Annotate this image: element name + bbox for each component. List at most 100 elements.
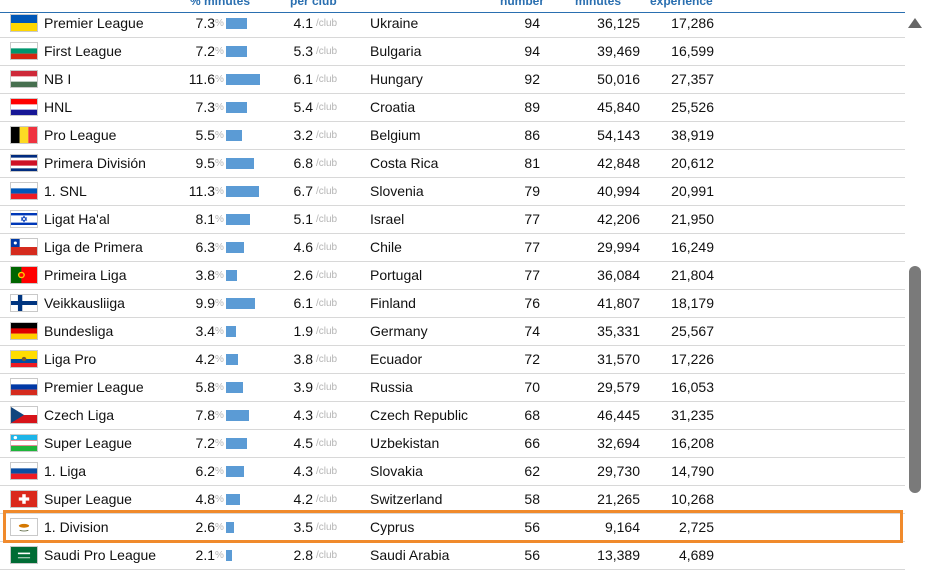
- league-name[interactable]: Ligat Ha'al: [44, 211, 110, 227]
- per-club-value: 1.9: [293, 323, 313, 339]
- per-club-value: 6.7: [293, 183, 313, 199]
- per-club-unit: /club: [316, 74, 338, 85]
- table-row[interactable]: Super League 7.2% 4.5/club Uzbekistan 66 32,6…: [0, 430, 905, 458]
- minutes-total: 13,389: [597, 547, 640, 563]
- league-name[interactable]: Bundesliga: [44, 323, 114, 339]
- per-club-value: 4.3: [293, 407, 313, 423]
- league-name[interactable]: Liga Pro: [44, 351, 97, 367]
- minutes-percent: 5.5: [195, 127, 215, 143]
- table-row[interactable]: Premier League 7.3% 4.1/club Ukraine 94 36,12…: [0, 10, 905, 38]
- experience-value: 16,208: [671, 435, 714, 451]
- league-name[interactable]: Saudi Pro League: [44, 547, 157, 563]
- league-name[interactable]: Super League: [44, 435, 132, 451]
- percent-unit: %: [215, 410, 224, 421]
- table-row[interactable]: Ligat Ha'al 8.1% 5.1/club Israel 77 42,206 21,…: [0, 206, 905, 234]
- table-row[interactable]: NB I 11.6% 6.1/club Hungary 92 50,016 27,357: [0, 66, 905, 94]
- player-number: 56: [524, 547, 540, 563]
- scroll-up-arrow-icon[interactable]: [908, 18, 922, 28]
- table-row[interactable]: Czech Liga 7.8% 4.3/club Czech Republic 68 46…: [0, 402, 905, 430]
- table-row[interactable]: Bundesliga 3.4% 1.9/club Germany 74 35,331 25,…: [0, 318, 905, 346]
- league-name[interactable]: Primera División: [44, 155, 146, 171]
- minutes-bar: [226, 382, 243, 393]
- percent-unit: %: [215, 522, 224, 533]
- percent-unit: %: [215, 186, 224, 197]
- league-name[interactable]: 1. Division: [44, 519, 109, 535]
- league-name[interactable]: Veikkausliiga: [44, 295, 125, 311]
- minutes-total: 39,469: [597, 43, 640, 59]
- table-row[interactable]: Veikkausliiga 9.9% 6.1/club Finland 76 41,807…: [0, 290, 905, 318]
- minutes-bar: [226, 354, 238, 365]
- per-club-unit: /club: [316, 354, 338, 365]
- league-name[interactable]: Super League: [44, 491, 132, 507]
- league-name[interactable]: 1. SNL: [44, 183, 87, 199]
- table-row[interactable]: HNL 7.3% 5.4/club Croatia 89 45,840 25,526: [0, 94, 905, 122]
- player-number: 58: [524, 491, 540, 507]
- country-name: Costa Rica: [370, 155, 439, 171]
- league-name[interactable]: NB I: [44, 71, 72, 87]
- belgium-flag-icon: [10, 126, 38, 144]
- country-name: Ukraine: [370, 15, 419, 31]
- minutes-total: 54,143: [597, 127, 640, 143]
- per-club-value: 3.9: [293, 379, 313, 395]
- minutes-bar: [226, 494, 240, 505]
- minutes-total: 29,730: [597, 463, 640, 479]
- per-club-unit: /club: [316, 382, 338, 393]
- table-row[interactable]: Primera División 9.5% 6.8/club Costa Rica 81…: [0, 150, 905, 178]
- player-number: 77: [524, 267, 540, 283]
- table-row[interactable]: Premier League 5.8% 3.9/club Russia 70 29,579…: [0, 374, 905, 402]
- league-name[interactable]: Primeira Liga: [44, 267, 127, 283]
- per-club-value: 5.3: [293, 43, 313, 59]
- header-minutes[interactable]: % minutes: [190, 0, 251, 8]
- league-name[interactable]: Liga de Primera: [44, 239, 143, 255]
- slovakia-flag-icon: [10, 462, 38, 480]
- experience-value: 18,179: [671, 295, 714, 311]
- minutes-total: 29,994: [597, 239, 640, 255]
- experience-value: 16,053: [671, 379, 714, 395]
- league-name[interactable]: First League: [44, 43, 122, 59]
- country-name: Saudi Arabia: [370, 547, 450, 563]
- chile-flag-icon: [10, 238, 38, 256]
- per-club-value: 4.6: [293, 239, 313, 255]
- per-club-value: 6.8: [293, 155, 313, 171]
- minutes-percent: 6.2: [195, 463, 215, 479]
- table-row[interactable]: First League 7.2% 5.3/club Bulgaria 94 39,469…: [0, 38, 905, 66]
- league-name[interactable]: 1. Liga: [44, 463, 87, 479]
- experience-value: 2,725: [678, 519, 714, 535]
- table-row[interactable]: 1. Division 2.6% 3.5/club Cyprus 56 9,164 2,72…: [0, 514, 905, 542]
- header-minutes-total[interactable]: minutes: [575, 0, 622, 8]
- table-row[interactable]: 1. SNL 11.3% 6.7/club Slovenia 79 40,994 20,99…: [0, 178, 905, 206]
- league-name[interactable]: Pro League: [44, 127, 117, 143]
- uzbekistan-flag-icon: [10, 434, 38, 452]
- minutes-total: 46,445: [597, 407, 640, 423]
- percent-unit: %: [215, 494, 224, 505]
- league-name[interactable]: Premier League: [44, 15, 144, 31]
- table-row[interactable]: Super League 4.8% 4.2/club Switzerland 58 21,…: [0, 486, 905, 514]
- minutes-percent: 3.8: [195, 267, 215, 283]
- per-club-unit: /club: [316, 130, 338, 141]
- minutes-percent: 7.2: [195, 435, 215, 451]
- hungary-flag-icon: [10, 70, 38, 88]
- minutes-total: 45,840: [597, 99, 640, 115]
- per-club-unit: /club: [316, 326, 338, 337]
- per-club-unit: /club: [316, 242, 338, 253]
- league-name[interactable]: Premier League: [44, 379, 144, 395]
- experience-value: 31,235: [671, 407, 714, 423]
- table-row[interactable]: 1. Liga 6.2% 4.3/club Slovakia 62 29,730 14,79…: [0, 458, 905, 486]
- table-row[interactable]: Pro League 5.5% 3.2/club Belgium 86 54,143 38,…: [0, 122, 905, 150]
- per-club-value: 3.5: [293, 519, 313, 535]
- header-experience[interactable]: experience: [650, 0, 713, 8]
- table-row[interactable]: Liga de Primera 6.3% 4.6/club Chile 77 29,994…: [0, 234, 905, 262]
- scrollbar-thumb[interactable]: [909, 266, 921, 493]
- cyprus-flag-icon: [10, 518, 38, 536]
- table-row[interactable]: Liga Pro 4.2% 3.8/club Ecuador 72 31,570 17,22…: [0, 346, 905, 374]
- league-name[interactable]: Czech Liga: [44, 407, 115, 423]
- league-name[interactable]: HNL: [44, 99, 73, 115]
- percent-unit: %: [215, 270, 224, 281]
- table-row[interactable]: Saudi Pro League 2.1% 2.8/club Saudi Arabia…: [0, 542, 905, 570]
- minutes-total: 31,570: [597, 351, 640, 367]
- country-name: Bulgaria: [370, 43, 422, 59]
- header-number[interactable]: number: [500, 0, 545, 8]
- table-row[interactable]: Primeira Liga 3.8% 2.6/club Portugal 77 36,08…: [0, 262, 905, 290]
- header-perclub[interactable]: per club: [290, 0, 337, 8]
- player-number: 77: [524, 211, 540, 227]
